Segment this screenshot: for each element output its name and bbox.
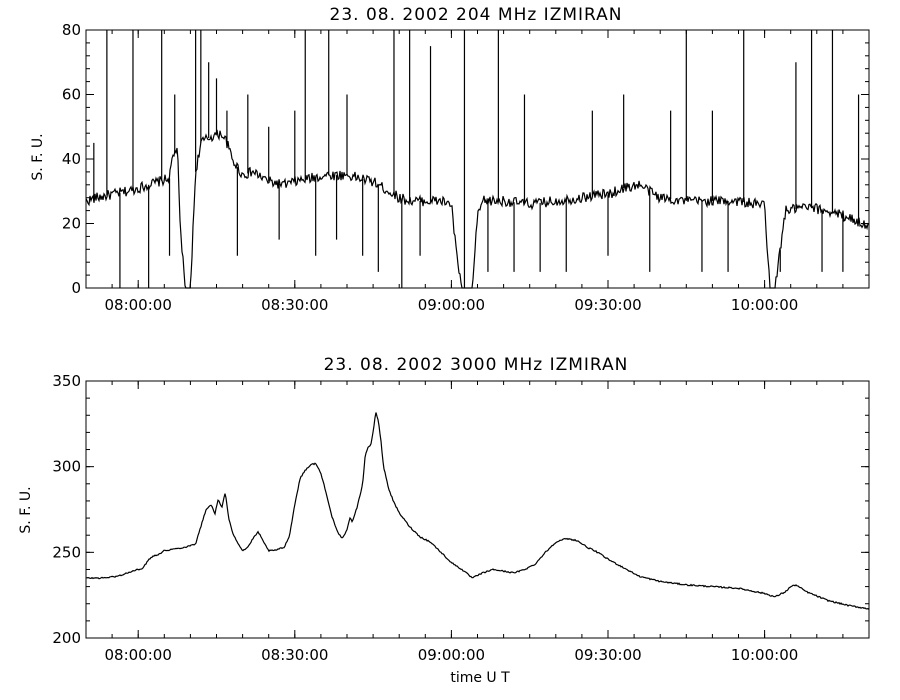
y-tick-label: 200	[52, 629, 81, 647]
series-line-3000mhz	[86, 412, 870, 610]
x-tick-label: 08:30:00	[261, 296, 328, 314]
y-axis-label: S. F. U.	[30, 133, 46, 180]
chart-3000mhz: 23. 08. 2002 3000 MHz IZMIRAN S. F. U. t…	[18, 355, 870, 686]
x-tick-label: 08:30:00	[261, 646, 328, 664]
x-tick-label: 10:00:00	[731, 296, 798, 314]
plot-frame	[85, 380, 870, 639]
chart-title: 23. 08. 2002 204 MHz IZMIRAN	[330, 5, 623, 25]
plot-frame	[85, 29, 870, 289]
y-tick-label: 60	[62, 86, 81, 104]
x-tick-label: 09:00:00	[418, 646, 485, 664]
x-tick-label: 09:30:00	[574, 646, 641, 664]
axis-ticks: 200 250 300 350 08:00:00 08:30:00 09:00:00 09:3…	[52, 372, 870, 664]
y-tick-label: 40	[62, 150, 81, 168]
x-tick-label: 10:00:00	[731, 646, 798, 664]
x-tick-label: 08:00:00	[105, 296, 172, 314]
y-tick-label: 300	[52, 458, 81, 476]
y-tick-label: 20	[62, 215, 81, 233]
x-tick-label: 09:30:00	[574, 296, 641, 314]
y-tick-label: 0	[71, 279, 81, 297]
x-axis-label: time U T	[450, 670, 510, 686]
y-axis-label: S. F. U.	[18, 486, 34, 533]
series-line-204mhz	[85, 129, 870, 289]
spikes-group	[93, 30, 860, 288]
chart-title: 23. 08. 2002 3000 MHz IZMIRAN	[324, 355, 629, 375]
y-tick-label: 250	[52, 543, 81, 561]
x-tick-label: 09:00:00	[418, 296, 485, 314]
y-tick-label: 350	[52, 372, 81, 390]
y-tick-label: 80	[62, 21, 81, 39]
axis-ticks: 0 20 40 60 80 08:00:00 08:30:00 09:00:00 09:30:0…	[62, 21, 870, 314]
chart-204mhz: 23. 08. 2002 204 MHz IZMIRAN S. F. U. 0 2…	[30, 5, 870, 314]
x-tick-label: 08:00:00	[105, 646, 172, 664]
